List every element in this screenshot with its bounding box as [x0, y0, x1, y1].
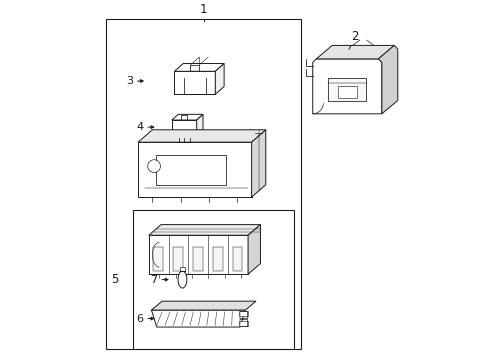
Bar: [193, 247, 202, 271]
Polygon shape: [251, 130, 265, 197]
Bar: [106, 19, 301, 349]
Bar: [133, 211, 293, 349]
Text: 7: 7: [150, 275, 157, 284]
Polygon shape: [174, 63, 224, 71]
Circle shape: [147, 160, 160, 172]
Bar: [239, 311, 248, 316]
Polygon shape: [378, 45, 397, 114]
Bar: [173, 247, 183, 271]
Text: 4: 4: [136, 122, 143, 132]
Bar: [232, 247, 242, 271]
Text: 3: 3: [125, 76, 133, 86]
Bar: [171, 120, 196, 138]
Polygon shape: [138, 130, 265, 142]
Polygon shape: [196, 114, 203, 138]
Bar: [174, 71, 215, 94]
Text: 6: 6: [136, 314, 143, 324]
Polygon shape: [316, 45, 393, 59]
Bar: [180, 267, 184, 271]
Polygon shape: [312, 59, 381, 114]
Text: 1: 1: [200, 3, 207, 16]
Text: 2: 2: [350, 30, 357, 43]
Bar: [239, 321, 248, 326]
Bar: [327, 78, 366, 102]
Bar: [156, 154, 226, 185]
Polygon shape: [151, 301, 256, 310]
Polygon shape: [247, 225, 260, 274]
Polygon shape: [215, 63, 224, 94]
Bar: [212, 247, 222, 271]
Polygon shape: [148, 225, 260, 235]
Ellipse shape: [178, 271, 186, 288]
Polygon shape: [148, 235, 247, 274]
Bar: [153, 247, 163, 271]
Polygon shape: [138, 142, 251, 197]
Text: 5: 5: [111, 273, 119, 286]
Polygon shape: [171, 114, 203, 120]
Polygon shape: [151, 310, 245, 327]
Bar: [337, 86, 356, 98]
